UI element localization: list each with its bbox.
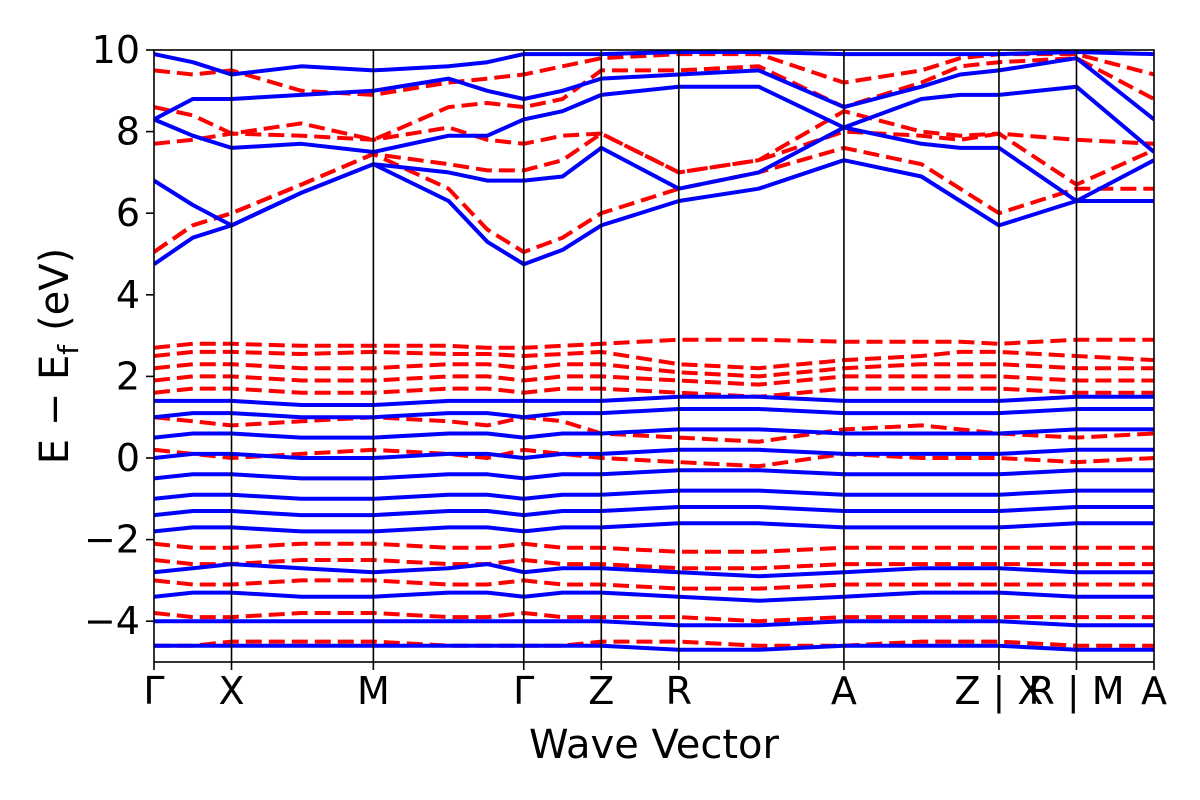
band-line [154, 639, 1154, 648]
y-tick-label: 2 [116, 354, 140, 398]
band-line [154, 56, 1154, 122]
kpoint-label: Γ [143, 669, 164, 713]
band-line [154, 541, 1154, 554]
band-line [154, 374, 1154, 387]
band-line [154, 488, 1154, 501]
x-axis-kpoint-labels: Γ X M Γ Z R A Z | XR | M A [143, 662, 1167, 714]
band-line [154, 558, 1154, 571]
band-line [154, 415, 1154, 444]
band-line [154, 362, 1154, 379]
y-tick-label: 0 [116, 436, 140, 480]
band-line [154, 611, 1154, 624]
band-line [154, 427, 1154, 440]
kpoint-label: Z [588, 669, 614, 713]
series-dashed-red [154, 52, 1154, 648]
kpoint-label: A [831, 669, 857, 713]
band-line [154, 84, 1154, 154]
y-axis-ticks: −4 −2 0 2 4 6 8 10 [84, 28, 154, 643]
y-axis-label-main: E − E [32, 355, 78, 465]
band-line [154, 619, 1154, 628]
band-line [154, 52, 1154, 97]
band-line [154, 468, 1154, 481]
band-line [154, 590, 1154, 603]
band-line [154, 50, 1154, 77]
band-line [154, 125, 1154, 175]
band-line [154, 447, 1154, 460]
bands-layer [154, 50, 1154, 652]
band-line [154, 521, 1154, 534]
kpoint-label: R [666, 669, 692, 713]
kpoint-label: R | M [1028, 669, 1124, 714]
band-line [154, 125, 1154, 228]
y-tick-label: −4 [84, 599, 140, 643]
svg-text:E − Ef(eV): E − Ef (eV) [32, 248, 85, 465]
band-line [154, 394, 1154, 407]
band-line [154, 447, 1154, 469]
kpoint-label: Γ [513, 669, 534, 713]
kpoint-label: A [1141, 669, 1167, 713]
kpoint-label: M [357, 669, 390, 713]
kpoint-label: Z | X [954, 669, 1043, 714]
band-line [154, 337, 1154, 350]
kpoint-label: X [218, 669, 244, 713]
plot-frame [153, 49, 1155, 663]
y-axis-label-subscript: f [52, 344, 85, 355]
series-solid-blue [154, 50, 1154, 652]
y-tick-label: 6 [116, 191, 140, 235]
y-tick-label: 10 [92, 28, 140, 72]
y-axis-label: E − Ef (eV) [32, 248, 85, 465]
band-line [154, 349, 1154, 371]
x-axis-label: Wave Vector [529, 722, 780, 768]
band-line [154, 643, 1154, 652]
y-tick-label: −2 [84, 518, 140, 562]
y-tick-label: 8 [116, 110, 140, 154]
band-line [154, 505, 1154, 518]
band-line [154, 109, 1154, 254]
band-line [154, 578, 1154, 591]
y-axis-label-unit: (eV) [32, 248, 78, 331]
y-tick-label: 4 [116, 273, 140, 317]
band-line [154, 386, 1154, 399]
band-line [154, 562, 1154, 579]
band-line [154, 407, 1154, 420]
high-symmetry-lines [230, 50, 1078, 662]
